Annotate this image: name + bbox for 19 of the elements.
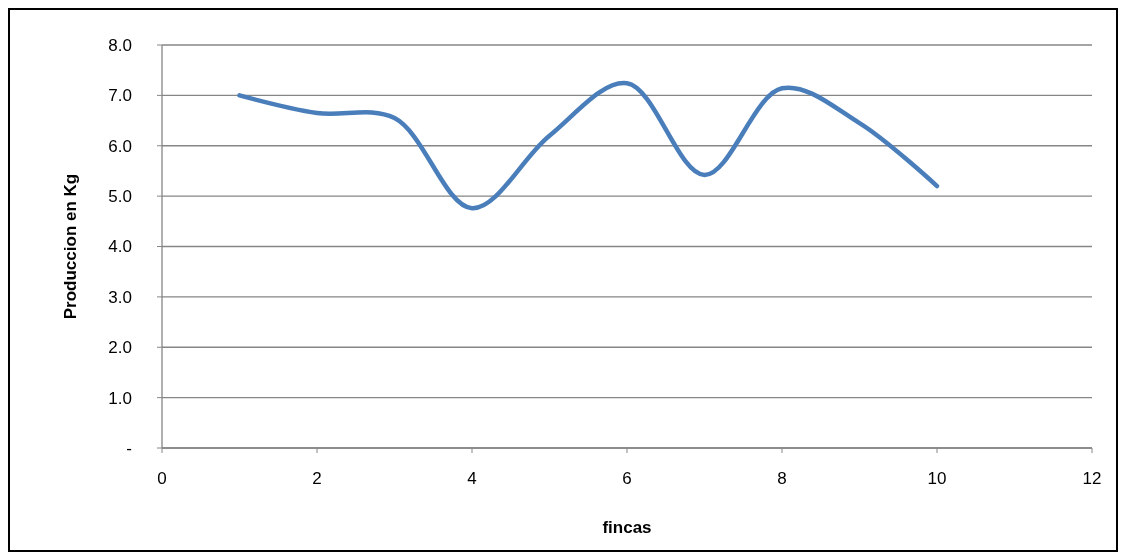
y-tick-label: 7.0 bbox=[108, 86, 132, 106]
y-axis-title: Produccion en Kg bbox=[61, 173, 80, 320]
x-tick-label: 0 bbox=[157, 469, 167, 488]
y-tick-label: 5.0 bbox=[108, 187, 132, 207]
x-tick-label: 2 bbox=[312, 469, 322, 488]
x-tick-label: 12 bbox=[1082, 469, 1102, 488]
y-tick-label: 1.0 bbox=[108, 388, 132, 408]
line-series bbox=[237, 81, 940, 211]
y-tick-label: 6.0 bbox=[108, 136, 132, 156]
y-tick-label: - bbox=[126, 438, 132, 458]
x-tick-label: 4 bbox=[467, 469, 477, 488]
y-tick-label: 3.0 bbox=[108, 287, 132, 307]
x-tick-label: 6 bbox=[622, 469, 632, 488]
x-tick-label: 10 bbox=[927, 469, 947, 488]
x-axis-title: fincas bbox=[602, 518, 652, 537]
y-tick-label: 4.0 bbox=[108, 237, 132, 257]
y-tick-label: 8.0 bbox=[108, 35, 132, 55]
y-tick-label: 2.0 bbox=[108, 338, 132, 358]
x-tick-label: 8 bbox=[777, 469, 787, 488]
